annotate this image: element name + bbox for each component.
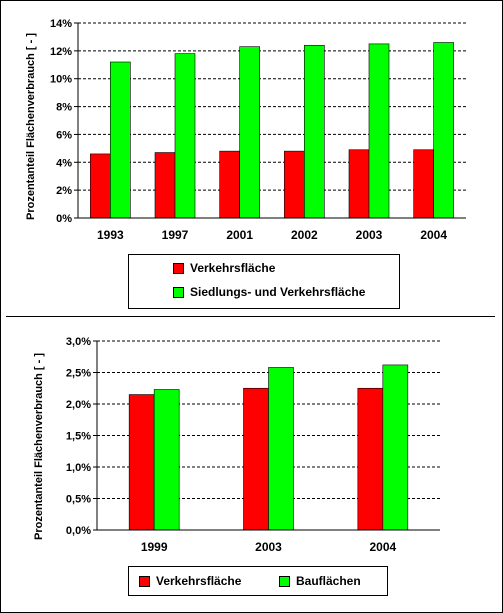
y-tick-label: 0,5% [66,494,91,506]
x-tick-label: 1997 [162,228,189,242]
y-tick-label: 2% [56,185,72,197]
legend-swatch-red [173,262,184,274]
chart-2-legend: Verkehrsfläche Bauflächen [128,566,388,596]
chart-2-plot: 0,0% 0,5% 1,0% 1,5% 2,0% 2,5% 3,0% 1999 2003 2004 [66,336,440,554]
y-tick-label: 0% [56,213,72,225]
y-tick-label: 2,5% [66,368,91,380]
legend-swatch-green [173,286,184,298]
y-tick-label: 1,5% [66,431,91,443]
x-tick-label: 2002 [291,228,318,242]
y-tick-label: 4% [56,157,72,169]
y-tick-label: 6% [56,129,72,141]
x-tick-label: 2004 [420,228,447,242]
bar-green-2004 [382,364,409,531]
y-tick-label: 0,0% [66,525,91,537]
bar-green-2004 [433,42,454,219]
y-tick-label: 3,0% [66,336,91,348]
x-tick-label: 2001 [226,228,253,242]
bar-red-2004 [357,387,384,531]
section-divider [6,316,495,317]
bar-red-2004 [413,149,434,219]
bar-red-1993 [90,153,111,219]
chart-1-legend: Verkehrsfläche Siedlungs- und Verkehrsfl… [128,254,400,309]
legend-item-bauflaechen: Bauflächen [279,574,361,588]
chart-1-plot: 0% 2% 4% 6% 8% 10% 12% 14% 1993 1997 2001 2002 2003 2… [50,18,466,242]
y-tick-label: 1,0% [66,462,91,474]
bar-red-1997 [154,152,176,219]
x-tick-label: 2003 [255,540,282,554]
bar-green-1999 [153,389,180,531]
bar-red-1999 [128,394,155,531]
y-tick-label: 8% [56,102,72,114]
legend-label: Bauflächen [296,574,361,588]
bar-red-2003 [243,387,269,531]
legend-item-verkehrsflaeche: Verkehrsfläche [173,261,275,275]
y-tick-label: 10% [50,74,72,86]
legend-swatch-red [139,575,150,587]
legend-label: Siedlungs- und Verkehrsfläche [190,285,366,299]
chart-2-y-axis-label: Prozentanteil Flächenverbrauch [ - ] [33,352,45,540]
x-tick-label: 1993 [97,228,124,242]
x-tick-label: 2004 [369,540,396,554]
legend-swatch-green [279,575,290,587]
bar-green-1993 [110,61,131,219]
legend-item-verkehrsflaeche: Verkehrsfläche [139,574,241,588]
y-tick-label: 14% [50,18,72,30]
bar-green-2002 [304,44,325,219]
bar-green-2003 [368,43,390,219]
x-tick-label: 2003 [356,228,383,242]
legend-label: Verkehrsfläche [156,574,242,588]
bar-red-2001 [219,150,240,219]
legend-item-siedlungs-und-verkehrsflaeche: Siedlungs- und Verkehrsfläche [173,285,365,299]
chart-1-y-axis-label: Prozentanteil Flächenverbrauch [ - ] [25,32,37,220]
legend-label: Verkehrsfläche [190,261,276,275]
y-tick-label: 2,0% [66,399,91,411]
bar-green-2003 [268,367,294,531]
bar-green-1997 [174,53,196,219]
bar-red-2003 [348,149,370,219]
x-tick-label: 1999 [141,540,168,554]
y-tick-label: 12% [50,46,72,58]
bar-red-2002 [284,150,305,219]
bar-green-2001 [239,46,260,219]
